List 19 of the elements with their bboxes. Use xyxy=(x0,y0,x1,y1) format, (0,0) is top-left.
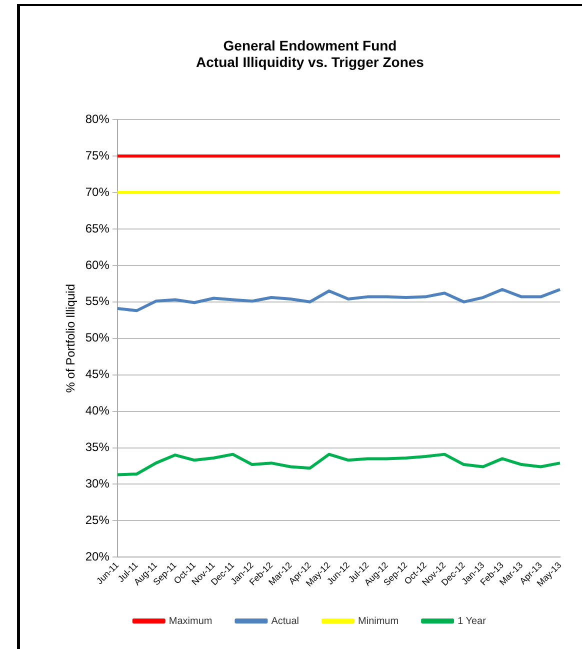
y-tick-label: 30% xyxy=(85,476,110,491)
y-tick-label: 65% xyxy=(85,221,110,236)
y-tick-label: 70% xyxy=(85,184,110,199)
legend-label: Minimum xyxy=(358,616,399,627)
legend-label: Actual xyxy=(271,616,300,627)
y-tick-label: 20% xyxy=(85,549,110,564)
y-tick-label: 60% xyxy=(85,258,110,272)
y-tick-label: 25% xyxy=(85,512,110,527)
y-tick-label: 35% xyxy=(85,440,110,454)
y-tick-label: 80% xyxy=(85,112,110,126)
y-tick-label: 45% xyxy=(85,367,110,382)
y-tick-label: 75% xyxy=(85,148,110,162)
y-axis-title: % of Portfolio Illiquid xyxy=(64,284,78,393)
y-tick-label: 40% xyxy=(85,404,110,418)
y-tick-label: 55% xyxy=(85,294,110,308)
chart-title: General Endowment Fund Actual Illiquidity vs. Trigger Zones xyxy=(196,37,424,70)
y-tick-label: 50% xyxy=(85,330,110,345)
legend-label: 1 Year xyxy=(458,616,487,627)
legend-label: Maximum xyxy=(168,616,212,627)
